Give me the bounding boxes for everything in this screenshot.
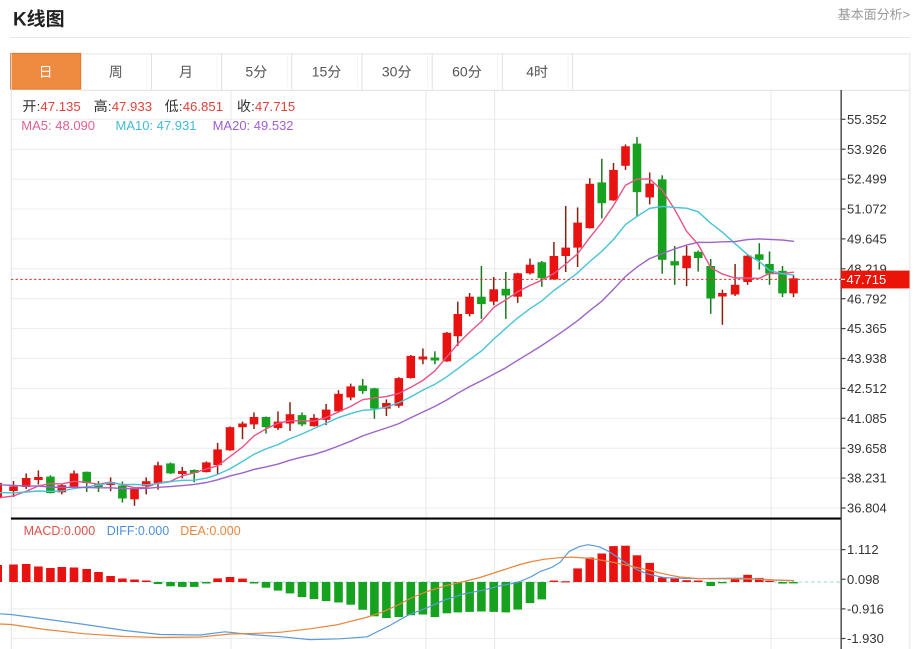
svg-text:K: K: [13, 10, 27, 31]
svg-text:41.085: 41.085: [847, 411, 887, 426]
svg-text:MACD:0.000: MACD:0.000: [24, 524, 96, 538]
svg-text:39.658: 39.658: [847, 441, 887, 456]
svg-text::: :: [179, 99, 183, 114]
svg-text:MA20: 49.532: MA20: 49.532: [213, 118, 294, 133]
svg-text::: :: [37, 99, 41, 114]
svg-text:47.715: 47.715: [847, 272, 887, 287]
svg-text:45.365: 45.365: [847, 321, 887, 336]
svg-text:46.792: 46.792: [847, 291, 887, 306]
svg-text:DEA:0.000: DEA:0.000: [180, 524, 241, 538]
svg-text:46.851: 46.851: [183, 99, 223, 114]
svg-text:55.352: 55.352: [847, 112, 887, 127]
svg-text:DIFF:0.000: DIFF:0.000: [107, 524, 170, 538]
svg-text:38.231: 38.231: [847, 471, 887, 486]
svg-text::: :: [251, 99, 255, 114]
svg-text:0.098: 0.098: [847, 572, 880, 587]
svg-text:60: 60: [452, 64, 468, 80]
svg-text:43.938: 43.938: [847, 351, 887, 366]
svg-text:30: 30: [382, 64, 398, 80]
svg-text:47.715: 47.715: [255, 99, 295, 114]
svg-text:15: 15: [312, 64, 328, 80]
svg-text:MA5: 48.090: MA5: 48.090: [21, 118, 95, 133]
svg-text:47.135: 47.135: [40, 99, 80, 114]
svg-text:52.499: 52.499: [847, 172, 887, 187]
svg-text:5: 5: [245, 64, 253, 80]
svg-text:47.933: 47.933: [112, 99, 152, 114]
svg-text::: :: [108, 99, 112, 114]
svg-text:49.645: 49.645: [847, 232, 887, 247]
svg-text:MA10: 47.931: MA10: 47.931: [116, 118, 197, 133]
svg-text:-1.930: -1.930: [847, 631, 884, 646]
svg-text:36.804: 36.804: [847, 501, 887, 516]
svg-text:-0.916: -0.916: [847, 602, 884, 617]
svg-text:4: 4: [526, 64, 534, 80]
svg-text:51.072: 51.072: [847, 202, 887, 217]
svg-text:>: >: [903, 7, 911, 22]
svg-text:53.926: 53.926: [847, 142, 887, 157]
svg-text:42.512: 42.512: [847, 381, 887, 396]
svg-text:1.112: 1.112: [847, 542, 879, 557]
